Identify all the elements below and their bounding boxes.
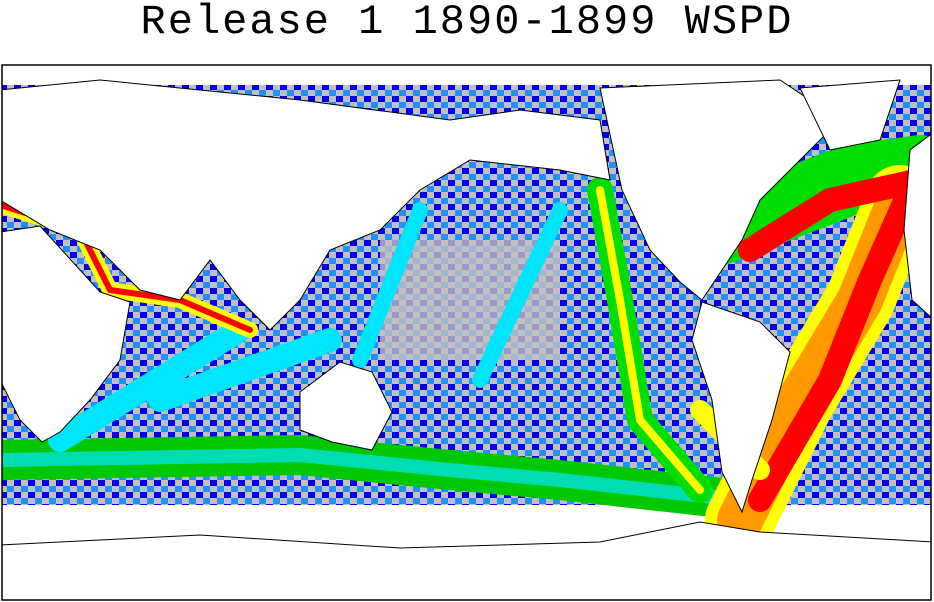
- map-title: Release 1 1890-1899 WSPD: [140, 0, 794, 46]
- data-field: [2, 79, 931, 600]
- lanes: [2, 135, 931, 555]
- map-frame: [1, 64, 932, 601]
- coastlines: [2, 79, 931, 600]
